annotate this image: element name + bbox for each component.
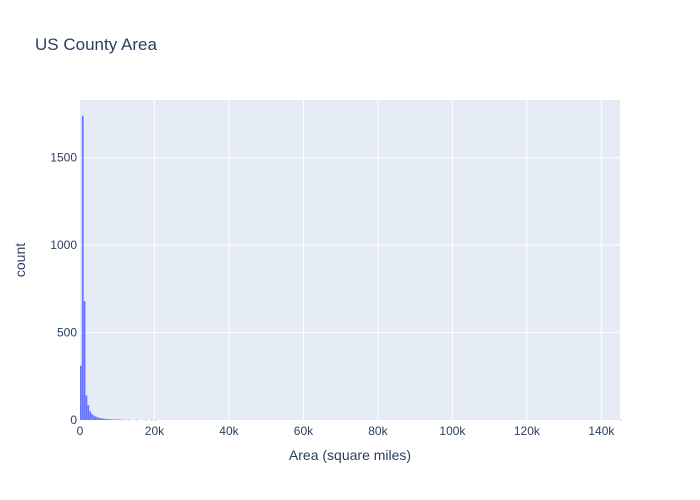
bars: [80, 115, 622, 421]
histogram-bar: [117, 419, 119, 420]
histogram-bar: [81, 115, 84, 420]
histogram-bar: [91, 413, 93, 420]
histogram-bar: [106, 418, 108, 420]
histogram-bar: [102, 418, 105, 420]
chart-title: US County Area: [35, 35, 157, 54]
histogram-bar: [104, 418, 106, 420]
histogram-bar: [85, 395, 88, 420]
histogram-bar: [115, 419, 118, 420]
y-tick-label: 1500: [50, 151, 77, 165]
histogram-bar: [109, 419, 112, 420]
histogram-bar: [111, 419, 114, 420]
histogram-bar: [83, 301, 86, 420]
gridlines: [80, 100, 620, 420]
plot-area: [80, 100, 620, 420]
x-tick-label: 120k: [514, 424, 541, 438]
x-axis-ticks: 0 20k 40k 60k 80k 100k 120k 140k: [77, 424, 616, 438]
histogram-bar: [96, 417, 99, 420]
y-tick-label: 1000: [50, 238, 77, 252]
histogram-bar: [94, 416, 97, 420]
histogram-bar: [93, 415, 95, 420]
histogram-bar: [80, 365, 82, 420]
histogram-bar: [107, 419, 110, 420]
histogram-bar: [87, 405, 90, 420]
y-tick-label: 500: [57, 326, 77, 340]
x-tick-label: 0: [77, 424, 84, 438]
histogram-bar: [100, 418, 103, 420]
histogram-bar: [113, 419, 116, 420]
x-tick-label: 40k: [219, 424, 239, 438]
x-axis-title: Area (square miles): [289, 447, 411, 463]
x-tick-label: 80k: [368, 424, 388, 438]
histogram-bar: [89, 411, 92, 420]
x-tick-label: 140k: [588, 424, 615, 438]
y-axis-title: count: [12, 243, 28, 277]
histogram-bar: [98, 417, 101, 420]
y-axis-ticks: 0 500 1000 1500: [50, 151, 77, 427]
x-tick-label: 100k: [439, 424, 466, 438]
x-tick-label: 60k: [294, 424, 314, 438]
y-tick-label: 0: [70, 413, 77, 427]
x-tick-label: 20k: [145, 424, 165, 438]
